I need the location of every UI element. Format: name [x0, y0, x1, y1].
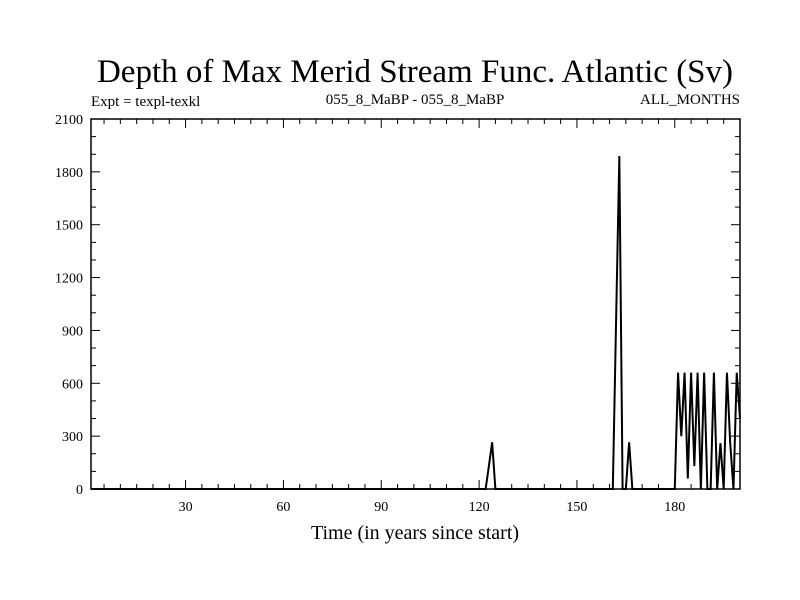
chart-title: Depth of Max Merid Stream Func. Atlantic…	[97, 54, 733, 90]
y-tick-label: 2100	[55, 113, 83, 128]
x-tick-label: 180	[664, 500, 685, 515]
y-axis: 0 300 600 900 1200 1500 1800 2100	[55, 113, 740, 498]
y-tick-label: 300	[62, 430, 83, 445]
y-tick-label: 1800	[55, 166, 83, 181]
x-tick-label: 30	[179, 500, 193, 515]
y-tick-label: 1500	[55, 219, 83, 234]
y-tick-label: 600	[62, 377, 83, 392]
period-label: 055_8_MaBP - 055_8_MaBP	[326, 92, 505, 108]
y-tick-label: 0	[76, 483, 83, 498]
x-axis: 30 60 90 120 150 180	[103, 119, 741, 515]
months-label: ALL_MONTHS	[640, 92, 740, 108]
x-axis-label: Time (in years since start)	[311, 522, 519, 544]
x-tick-label: 150	[566, 500, 587, 515]
x-tick-label: 60	[276, 500, 290, 515]
y-tick-label: 1200	[55, 272, 83, 287]
plot-frame	[90, 118, 741, 490]
x-tick-label: 120	[469, 500, 490, 515]
y-tick-label: 900	[62, 324, 83, 339]
x-tick-label: 90	[374, 500, 388, 515]
experiment-label: Expt = texpl-texkl	[91, 94, 200, 110]
series-line	[91, 155, 741, 490]
